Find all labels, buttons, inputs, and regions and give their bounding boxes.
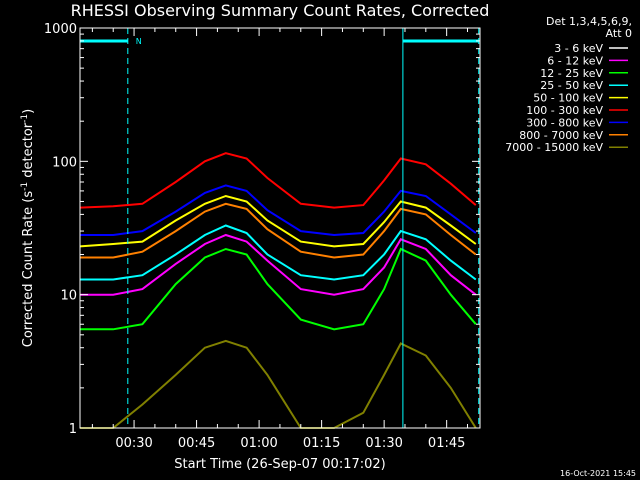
x-axis: 00:30 00:45 01:00 01:15 01:30 01:45 [91, 28, 468, 451]
x-tick-label-0: 00:30 [115, 436, 152, 451]
series-line-3 [80, 224, 477, 281]
y-axis-label: Corrected Count Rate (s-1 detector-1) [20, 109, 36, 347]
y-axis-label-sup2: -1 [20, 114, 30, 123]
y-tick-label-3: 1000 [44, 22, 77, 37]
legend-label-2: 12 - 25 keV [540, 67, 603, 80]
y-axis-label-mid: detector [21, 122, 36, 182]
legend-label-8: 7000 - 15000 keV [505, 141, 603, 154]
legend-label-3: 25 - 50 keV [540, 79, 603, 92]
y-tick-label-1: 10 [60, 289, 77, 304]
x-tick-label-2: 01:00 [240, 436, 277, 451]
y-tick-label-2: 100 [52, 155, 77, 170]
x-tick-label-3: 01:15 [303, 436, 340, 451]
legend-label-6: 300 - 800 keV [526, 116, 603, 129]
chart-title: RHESSI Observing Summary Count Rates, Co… [71, 1, 490, 20]
legend-label-1: 6 - 12 keV [547, 54, 603, 67]
x-tick-label-1: 00:45 [178, 436, 215, 451]
series-line-2 [80, 247, 477, 331]
y-axis-label-main: Corrected Count Rate (s [21, 191, 36, 348]
timestamp: 16-Oct-2021 15:45 [560, 469, 636, 478]
series-layer [79, 152, 477, 429]
legend-header-2: Att 0 [606, 27, 632, 40]
legend-label-7: 800 - 7000 keV [519, 129, 603, 142]
legend-label-5: 100 - 300 keV [526, 104, 603, 117]
legend-label-4: 50 - 100 keV [533, 92, 603, 105]
y-axis-label-end: ) [21, 109, 36, 114]
saa-marker: N [136, 37, 142, 46]
legend-header-1: Det 1,3,4,5,6,9, [546, 15, 632, 28]
series-line-1 [80, 233, 477, 296]
y-axis: 1 10 100 1000 [44, 22, 480, 437]
y-tick-label-0: 1 [69, 422, 77, 437]
series-line-4 [79, 194, 477, 248]
x-tick-label-4: 01:30 [365, 436, 402, 451]
series-line-0 [80, 262, 477, 357]
series-line-8 [80, 339, 477, 429]
series-line-5 [79, 152, 477, 209]
y-axis-label-sup1: -1 [20, 182, 30, 191]
series-line-6 [80, 184, 477, 237]
x-axis-label: Start Time (26-Sep-07 00:17:02) [174, 457, 385, 472]
series-line-7 [80, 202, 477, 259]
legend-label-0: 3 - 6 keV [554, 42, 603, 55]
x-tick-label-5: 01:45 [428, 436, 465, 451]
